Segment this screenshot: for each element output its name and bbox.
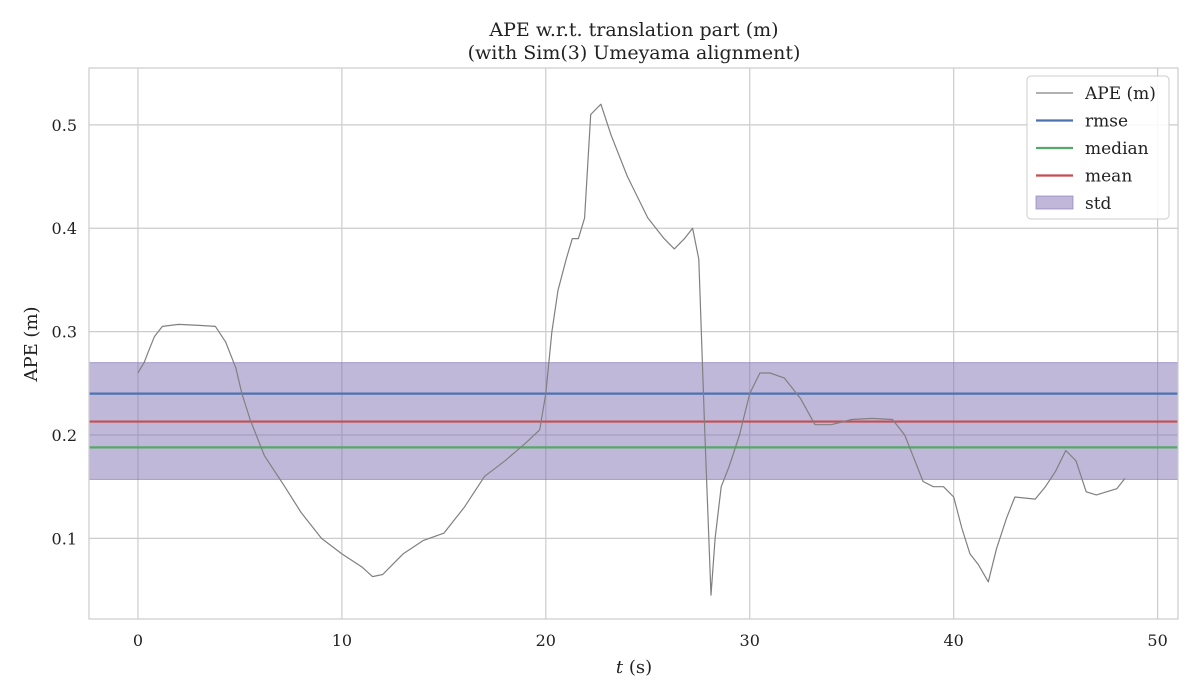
x-tick-label: 10	[332, 631, 352, 650]
y-tick-labels: 0.1 0.2 0.3 0.4 0.5	[52, 116, 77, 549]
legend-label-median: median	[1085, 139, 1149, 159]
x-tick-label: 0	[133, 631, 143, 650]
chart-title-group: APE w.r.t. translation part (m) (with Si…	[468, 19, 801, 64]
series-group	[137, 103, 1126, 596]
y-tick-label: 0.2	[52, 426, 77, 445]
chart-title: APE w.r.t. translation part (m)	[488, 19, 778, 41]
x-tick-label: 40	[943, 631, 963, 650]
x-tick-label: 20	[536, 631, 556, 650]
y-axis-label: APE (m)	[21, 306, 42, 382]
plot-area	[89, 68, 1178, 619]
legend-box	[1026, 75, 1170, 220]
stat-lines-group	[89, 392, 1178, 449]
legend-label-ape: APE (m)	[1084, 84, 1156, 104]
y-tick-label: 0.5	[52, 116, 77, 135]
x-tick-label: 50	[1147, 631, 1167, 650]
x-tick-labels: 0 10 20 30 40 50	[133, 631, 1168, 650]
x-tick-label: 30	[740, 631, 760, 650]
y-tick-label: 0.4	[52, 219, 77, 238]
x-axis-label-symbol: t	[616, 657, 624, 678]
y-tick-label: 0.3	[52, 323, 77, 342]
legend-label-std: std	[1085, 194, 1112, 214]
legend-swatch-std	[1035, 195, 1074, 210]
legend-label-mean: mean	[1085, 167, 1132, 187]
legend: APE (m) rmse median mean std	[1026, 75, 1170, 220]
legend-label-rmse: rmse	[1085, 112, 1128, 132]
plot-frame	[88, 67, 1179, 620]
chart-subtitle: (with Sim(3) Umeyama alignment)	[468, 42, 801, 64]
ape-series-line	[137, 103, 1126, 596]
y-tick-label: 0.1	[52, 529, 77, 548]
x-axis-label-unit: (s)	[623, 657, 652, 678]
x-axis-label: t (s)	[616, 657, 652, 678]
